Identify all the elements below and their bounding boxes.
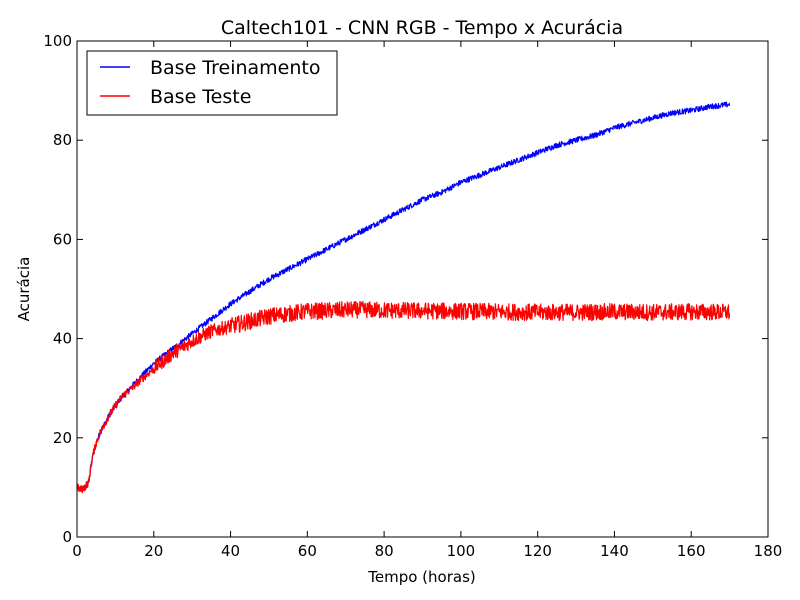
x-tick-label: 120 [523, 542, 552, 560]
series-line-base-teste [76, 300, 731, 494]
x-tick-label: 160 [677, 542, 706, 560]
y-tick-label: 100 [43, 32, 72, 50]
legend-label-base-treinamento: Base Treinamento [150, 57, 320, 79]
y-tick-label: 0 [62, 528, 72, 546]
legend-label-base-teste: Base Teste [150, 86, 251, 108]
y-tick-label: 60 [53, 230, 72, 248]
x-tick-label: 100 [447, 542, 476, 560]
x-tick-label: 80 [375, 542, 394, 560]
series-layer [76, 101, 731, 494]
chart-title: Caltech101 - CNN RGB - Tempo x Acurácia [221, 17, 623, 39]
x-tick-label: 180 [754, 542, 783, 560]
legend: Base Treinamento Base Teste [86, 50, 338, 116]
y-tick-label: 20 [53, 429, 72, 447]
ticks-layer: 0 20 40 60 80 100 120 140 160 180 0 20 40 60 80 100 [43, 32, 782, 560]
x-tick-label: 20 [144, 542, 163, 560]
y-tick-label: 40 [53, 330, 72, 348]
x-axis-label: Tempo (horas) [367, 568, 475, 586]
series-line-base-treinamento [76, 101, 731, 492]
plot-frame [76, 40, 769, 538]
x-tick-label: 60 [298, 542, 317, 560]
plot-area [77, 41, 768, 537]
y-axis-label: Acurácia [15, 257, 33, 322]
y-tick-label: 80 [53, 131, 72, 149]
x-tick-label: 140 [600, 542, 629, 560]
x-tick-label: 0 [72, 542, 82, 560]
legend-box [86, 50, 338, 116]
x-tick-label: 40 [221, 542, 240, 560]
